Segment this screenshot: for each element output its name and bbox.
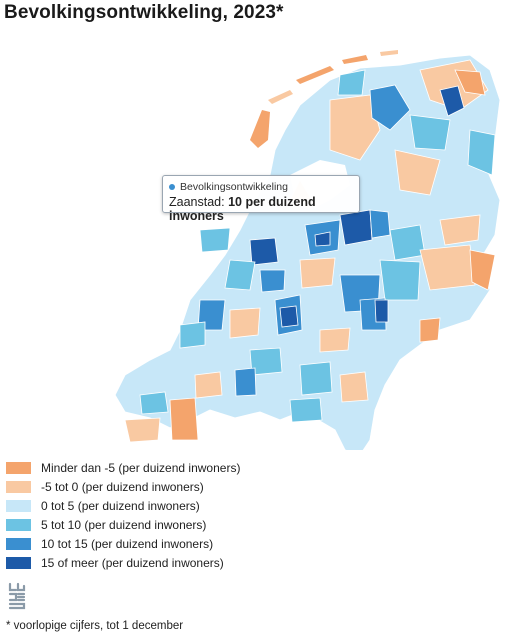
- legend-swatch: [6, 461, 31, 474]
- legend-swatch: [6, 518, 31, 531]
- legend-swatch: [6, 480, 31, 493]
- island-vlieland: [268, 90, 293, 104]
- legend-item[interactable]: -5 tot 0 (per duizend inwoners): [6, 477, 240, 496]
- tooltip-value: 10 per duizend inwoners: [169, 195, 316, 223]
- footnote: * voorlopige cijfers, tot 1 december: [6, 620, 184, 632]
- tooltip-place: Zaanstad:: [169, 195, 225, 209]
- series-dot-icon: [169, 184, 175, 190]
- island-texel: [250, 110, 270, 148]
- chart-title: Bevolkingsontwikkeling, 2023*: [4, 2, 284, 23]
- municipalities: [124, 59, 496, 443]
- legend-swatch: [6, 556, 31, 569]
- legend-swatch: [6, 537, 31, 550]
- legend-label: 5 tot 10 (per duizend inwoners): [41, 517, 207, 532]
- legend-swatch: [6, 499, 31, 512]
- island-ameland: [342, 55, 368, 64]
- legend-item[interactable]: 0 tot 5 (per duizend inwoners): [6, 496, 240, 515]
- legend-item[interactable]: 10 tot 15 (per duizend inwoners): [6, 534, 240, 553]
- legend-label: 10 tot 15 (per duizend inwoners): [41, 536, 214, 551]
- tooltip-series: Bevolkingsontwikkeling: [180, 181, 288, 193]
- netherlands-map[interactable]: [0, 30, 520, 450]
- legend-label: -5 tot 0 (per duizend inwoners): [41, 479, 204, 494]
- legend: Minder dan -5 (per duizend inwoners) -5 …: [6, 458, 240, 572]
- island-schiermonnikoog: [380, 50, 398, 56]
- legend-item[interactable]: 5 tot 10 (per duizend inwoners): [6, 515, 240, 534]
- cbs-logo-icon: [8, 582, 26, 610]
- legend-label: 15 of meer (per duizend inwoners): [41, 555, 224, 570]
- legend-label: 0 tot 5 (per duizend inwoners): [41, 498, 200, 513]
- map-tooltip: Bevolkingsontwikkeling Zaanstad: 10 per …: [162, 175, 360, 223]
- island-terschelling: [296, 66, 334, 84]
- legend-label: Minder dan -5 (per duizend inwoners): [41, 460, 241, 475]
- legend-item[interactable]: Minder dan -5 (per duizend inwoners): [6, 458, 240, 477]
- legend-item[interactable]: 15 of meer (per duizend inwoners): [6, 553, 240, 572]
